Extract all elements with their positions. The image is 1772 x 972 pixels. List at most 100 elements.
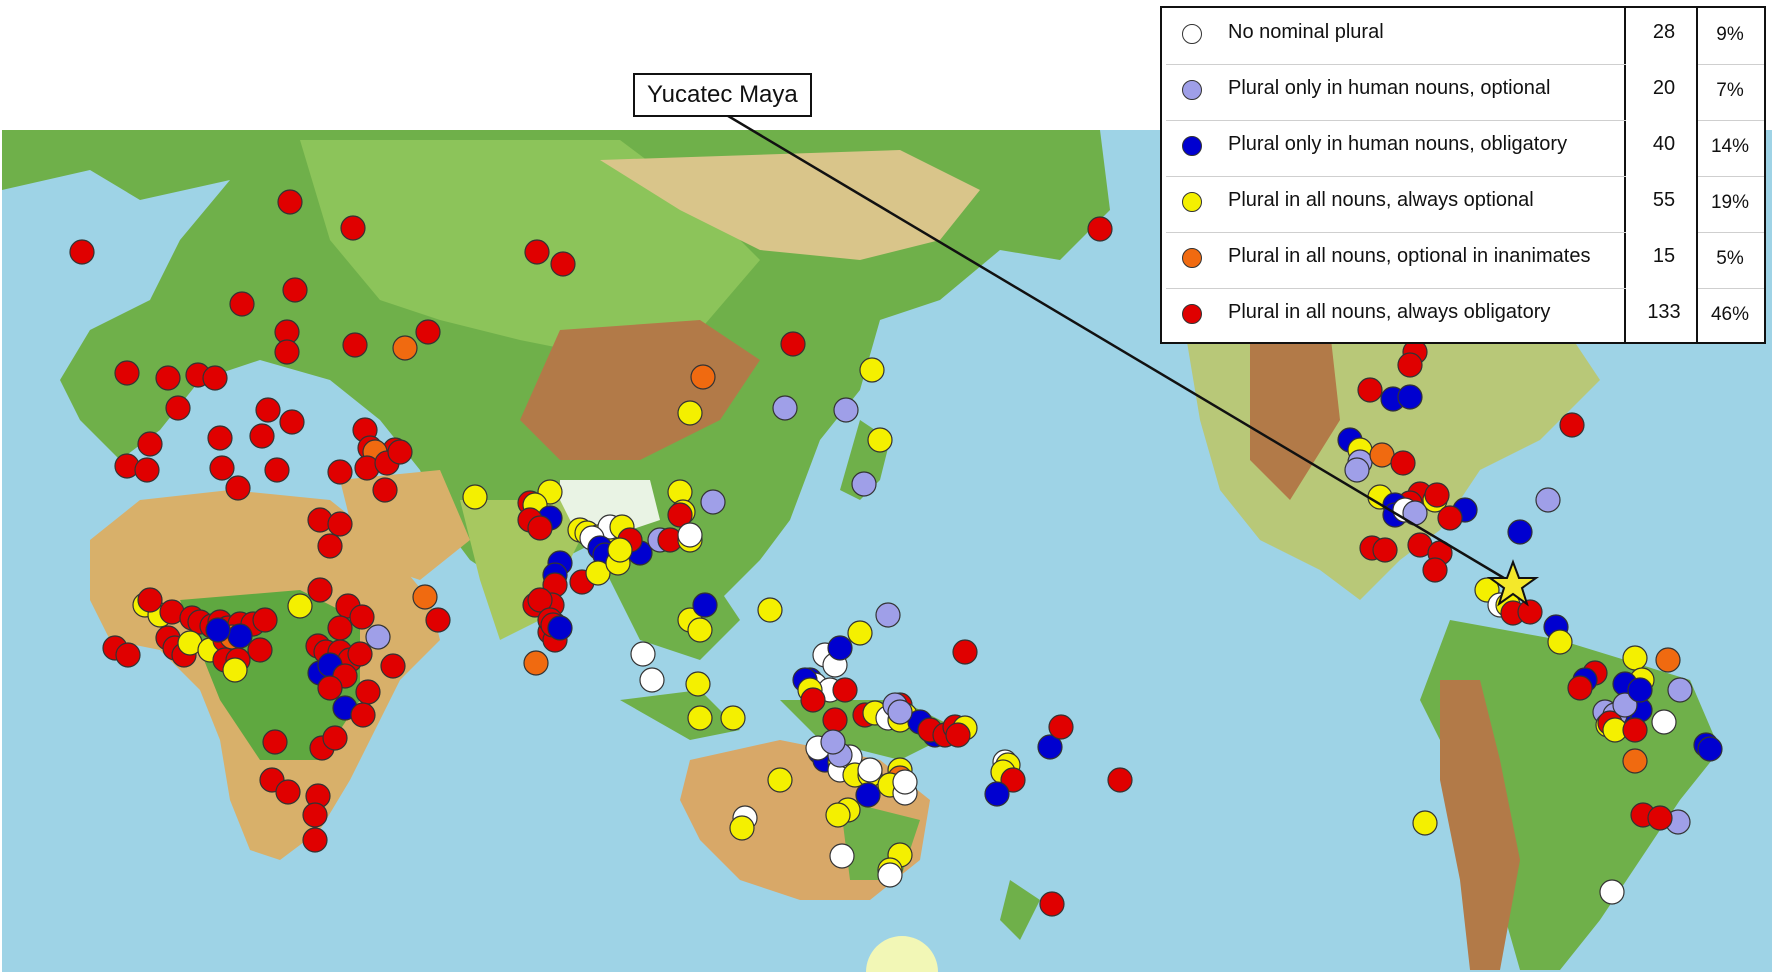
language-point-all-optional xyxy=(687,705,713,731)
language-point-human-obligatory xyxy=(984,781,1010,807)
yellow-circle-icon xyxy=(1182,192,1202,212)
language-point-all-obligatory xyxy=(380,653,406,679)
legend-label: Plural only in human nouns, optional xyxy=(1228,77,1551,99)
language-point-all-obligatory xyxy=(342,332,368,358)
language-point-inanimate-optional xyxy=(1622,748,1648,774)
language-point-human-optional xyxy=(820,729,846,755)
language-point-all-obligatory xyxy=(1517,599,1543,625)
language-point-human-optional xyxy=(1612,692,1638,718)
language-point-all-obligatory xyxy=(340,215,366,241)
language-point-all-obligatory xyxy=(134,457,160,483)
language-point-human-obligatory xyxy=(1627,677,1653,703)
language-point-all-obligatory xyxy=(524,239,550,265)
language-point-all-obligatory xyxy=(274,339,300,365)
language-point-all-optional xyxy=(462,484,488,510)
language-point-all-obligatory xyxy=(347,641,373,667)
language-point-no-plural xyxy=(677,522,703,548)
language-point-all-obligatory xyxy=(349,604,375,630)
language-point-all-optional xyxy=(685,671,711,697)
language-point-all-optional xyxy=(287,593,313,619)
legend-count: 55 xyxy=(1652,189,1676,211)
lavender-circle-icon xyxy=(1182,80,1202,100)
language-point-human-obligatory xyxy=(1037,734,1063,760)
language-point-all-obligatory xyxy=(262,729,288,755)
legend-percent: 46% xyxy=(1710,304,1750,325)
language-point-all-optional xyxy=(720,705,746,731)
language-point-human-optional xyxy=(851,471,877,497)
language-point-all-obligatory xyxy=(137,587,163,613)
legend-label: Plural in all nouns, optional in inanima… xyxy=(1228,245,1591,267)
language-point-inanimate-optional xyxy=(1369,442,1395,468)
language-point-all-obligatory xyxy=(277,189,303,215)
language-point-all-obligatory xyxy=(252,607,278,633)
legend-rule xyxy=(1698,288,1764,289)
legend-row-inanimate-optional: Plural in all nouns, optional in inanima… xyxy=(1162,232,1764,288)
language-point-all-obligatory xyxy=(800,687,826,713)
language-point-all-obligatory xyxy=(1647,805,1673,831)
language-point-no-plural xyxy=(1599,879,1625,905)
language-point-all-optional xyxy=(729,815,755,841)
language-point-all-obligatory xyxy=(279,409,305,435)
language-point-all-obligatory xyxy=(780,331,806,357)
language-point-all-optional xyxy=(1622,645,1648,671)
language-points xyxy=(69,189,1723,917)
language-point-all-obligatory xyxy=(355,679,381,705)
language-point-all-obligatory xyxy=(372,477,398,503)
language-point-all-obligatory xyxy=(945,722,971,748)
language-point-all-optional xyxy=(867,427,893,453)
language-point-all-optional xyxy=(757,597,783,623)
language-point-inanimate-optional xyxy=(523,650,549,676)
legend-rule xyxy=(1698,176,1764,177)
language-point-all-optional xyxy=(1412,810,1438,836)
language-point-all-optional xyxy=(825,802,851,828)
language-point-all-obligatory xyxy=(1107,767,1133,793)
language-point-all-obligatory xyxy=(527,515,553,541)
language-point-inanimate-optional xyxy=(690,364,716,390)
legend-row-human-obligatory: Plural only in human nouns, obligatory 4… xyxy=(1162,120,1764,176)
language-point-all-obligatory xyxy=(229,291,255,317)
language-point-all-obligatory xyxy=(1422,557,1448,583)
language-point-all-optional xyxy=(585,560,611,586)
legend-row-human-optional: Plural only in human nouns, optional 20 … xyxy=(1162,64,1764,120)
language-point-inanimate-optional xyxy=(1655,647,1681,673)
language-point-human-optional xyxy=(700,489,726,515)
language-point-all-optional xyxy=(859,357,885,383)
legend-count: 20 xyxy=(1652,77,1676,99)
language-point-no-plural xyxy=(892,769,918,795)
language-point-human-optional xyxy=(1535,487,1561,513)
language-point-human-optional xyxy=(887,699,913,725)
language-point-all-obligatory xyxy=(527,587,553,613)
language-point-all-obligatory xyxy=(1622,717,1648,743)
language-point-all-obligatory xyxy=(415,319,441,345)
language-point-all-obligatory xyxy=(667,502,693,528)
language-point-human-optional xyxy=(833,397,859,423)
language-point-all-obligatory xyxy=(307,577,333,603)
legend-label: No nominal plural xyxy=(1228,21,1384,43)
legend-count: 133 xyxy=(1647,301,1681,323)
language-point-human-optional xyxy=(1344,457,1370,483)
language-point-no-plural xyxy=(630,641,656,667)
language-point-human-optional xyxy=(772,395,798,421)
language-point-all-obligatory xyxy=(327,615,353,641)
language-point-all-obligatory xyxy=(952,639,978,665)
callout-leader-line xyxy=(707,102,1515,586)
language-point-all-obligatory xyxy=(1048,714,1074,740)
language-point-all-obligatory xyxy=(275,779,301,805)
language-point-human-obligatory xyxy=(1397,384,1423,410)
language-point-all-obligatory xyxy=(165,395,191,421)
partial-circle-bottom xyxy=(866,936,938,972)
legend-count: 15 xyxy=(1652,245,1676,267)
language-point-all-obligatory xyxy=(322,725,348,751)
legend-rule xyxy=(1166,64,1626,65)
legend-row-no-plural: No nominal plural 28 9% xyxy=(1162,8,1764,64)
language-point-all-obligatory xyxy=(115,642,141,668)
language-point-no-plural xyxy=(857,757,883,783)
language-point-all-obligatory xyxy=(1424,482,1450,508)
language-point-human-obligatory xyxy=(547,615,573,641)
language-point-all-obligatory xyxy=(832,677,858,703)
language-point-all-optional xyxy=(767,767,793,793)
language-point-all-obligatory xyxy=(350,702,376,728)
red-circle-icon xyxy=(1182,304,1202,324)
language-point-all-obligatory xyxy=(1437,505,1463,531)
language-point-all-obligatory xyxy=(69,239,95,265)
